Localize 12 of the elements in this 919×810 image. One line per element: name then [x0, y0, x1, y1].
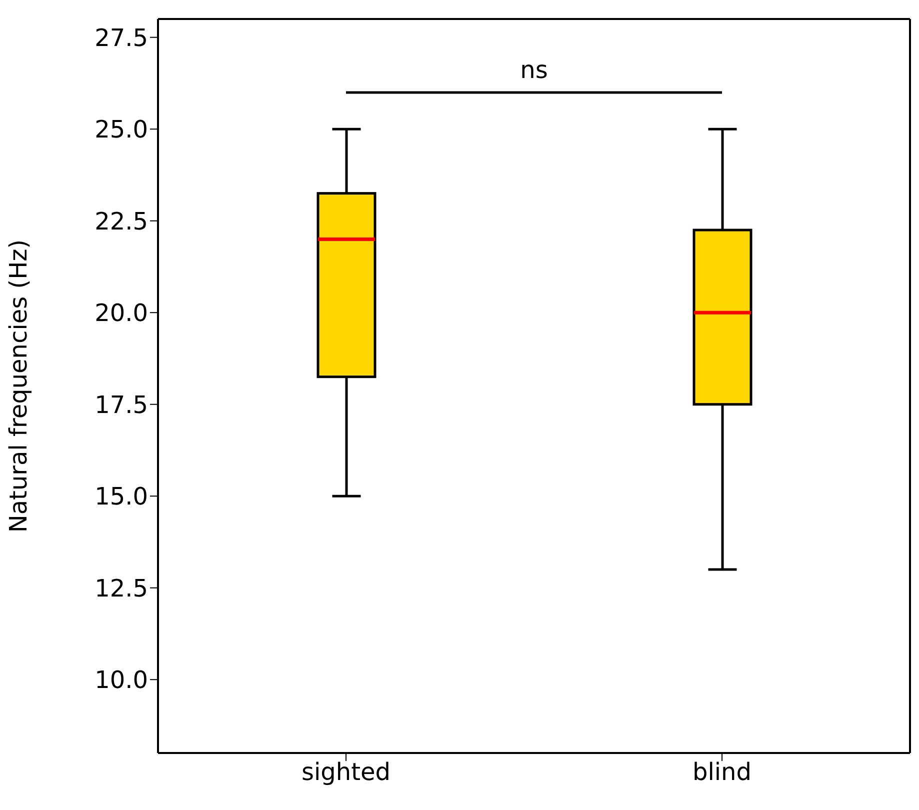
x-tick-label: blind [692, 758, 752, 786]
y-tick-label: 10.0 [94, 666, 148, 694]
x-tick-label: sighted [301, 758, 391, 786]
y-tick-label: 27.5 [94, 24, 148, 52]
y-tick-label: 17.5 [94, 390, 148, 419]
y-tick-label: 25.0 [94, 116, 148, 144]
y-tick-label: 22.5 [94, 207, 148, 236]
y-tick-label: 20.0 [94, 299, 148, 328]
y-tick-label: 12.5 [94, 574, 148, 602]
annotation: ns [519, 56, 549, 84]
y-axis-title: Natural frequencies (Hz) [4, 239, 33, 533]
y-tick-label: 15.0 [94, 482, 148, 511]
